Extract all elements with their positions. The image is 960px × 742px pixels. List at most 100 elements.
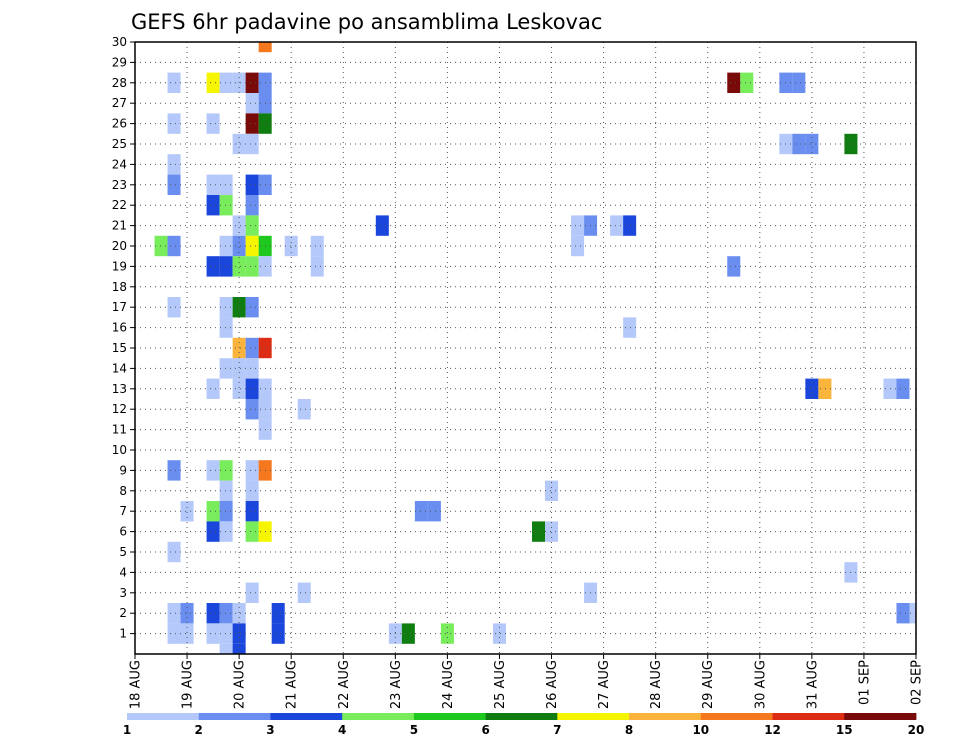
heatmap-cell (245, 93, 259, 114)
colorbar-label: 4 (338, 723, 346, 737)
heatmap-cell (571, 215, 585, 236)
heatmap-cell (545, 480, 559, 501)
colorbar-label: 7 (553, 723, 561, 737)
heatmap-cell (167, 623, 181, 644)
heatmap-cell (206, 113, 220, 134)
heatmap-cell (167, 603, 181, 624)
heatmap-cell (245, 174, 259, 195)
y-tick-label: 2 (119, 606, 127, 620)
heatmap-cell (440, 623, 454, 644)
heatmap-cell (206, 623, 220, 644)
heatmap-cell (245, 501, 259, 522)
y-tick-label: 14 (112, 361, 127, 375)
y-tick-label: 12 (112, 402, 127, 416)
chart-title: GEFS 6hr padavine po ansamblima Leskovac (131, 10, 602, 34)
heatmap-cell (896, 603, 910, 624)
heatmap-cell (167, 154, 181, 175)
x-tick-label: 27 AUG (597, 660, 612, 709)
y-tick-label: 8 (119, 484, 127, 498)
heatmap-cell (219, 501, 233, 522)
heatmap-cell (727, 256, 741, 277)
heatmap-cell (167, 174, 181, 195)
x-tick-label: 25 AUG (493, 660, 508, 709)
x-tick-label: 18 AUG (129, 660, 144, 709)
colorbar-label: 2 (195, 723, 203, 737)
y-tick-label: 30 (112, 35, 127, 49)
heatmap-cell (805, 133, 819, 155)
y-tick-label: 9 (119, 463, 127, 477)
heatmap-cell (219, 643, 233, 654)
heatmap-cell (167, 72, 181, 93)
colorbar-swatch (629, 713, 702, 720)
x-tick-label: 31 AUG (805, 660, 820, 709)
y-tick-label: 23 (112, 178, 127, 192)
heatmap-cell (232, 358, 246, 379)
heatmap-cell (818, 378, 832, 399)
heatmap-cell (219, 174, 233, 195)
colorbar-label: 10 (692, 723, 709, 737)
y-tick-label: 11 (112, 423, 127, 437)
heatmap-cell (206, 378, 220, 399)
y-axis-ticks: 1234567891011121314151617181920212223242… (112, 35, 135, 641)
heatmap-cell (167, 113, 181, 134)
heatmap-cell (245, 195, 259, 216)
x-tick-label: 01 SEP (857, 660, 872, 705)
y-tick-label: 25 (112, 137, 127, 151)
y-tick-label: 21 (112, 219, 127, 233)
heatmap-cell (180, 501, 194, 522)
heatmap-cell (167, 235, 181, 257)
colorbar-swatch (485, 713, 558, 720)
colorbar-label: 15 (836, 723, 853, 737)
colorbar-label: 6 (481, 723, 489, 737)
colorbar-label: 20 (908, 723, 925, 737)
colorbar-swatch (700, 713, 773, 720)
x-tick-label: 24 AUG (441, 660, 456, 709)
heatmap-cell (883, 378, 897, 399)
y-tick-label: 7 (119, 504, 127, 518)
x-tick-label: 28 AUG (649, 660, 664, 709)
x-tick-label: 29 AUG (701, 660, 716, 709)
x-tick-label: 02 SEP (910, 660, 925, 705)
heatmap-cell (310, 256, 324, 277)
y-tick-label: 26 (112, 117, 127, 131)
colorbar-swatch (127, 713, 200, 720)
heatmap-cell (792, 133, 806, 155)
heatmap-cell (297, 399, 311, 420)
heatmap-cell (206, 174, 220, 195)
heatmap-cell (219, 297, 233, 318)
dotted-grid (135, 42, 916, 654)
heatmap-cell (245, 113, 259, 134)
heatmap-cell (245, 72, 259, 93)
heatmap-cell (740, 72, 754, 93)
heatmap-cell (219, 521, 233, 542)
heatmap-cell (206, 603, 220, 624)
colorbar-swatch (772, 713, 845, 720)
colorbar-swatch (198, 713, 271, 720)
y-tick-label: 1 (119, 627, 127, 641)
heatmap-cells (154, 42, 916, 654)
y-tick-label: 17 (112, 300, 127, 314)
heatmap-cell (232, 643, 246, 654)
heatmap-cell (219, 256, 233, 277)
heatmap-cell (284, 235, 298, 257)
x-axis-ticks: 18 AUG 19 AUG 20 AUG 21 AUG 22 AUG 23 AUG 24 A… (129, 654, 925, 709)
y-tick-label: 22 (112, 198, 127, 212)
heatmap-cell (219, 235, 233, 257)
heatmap-cell (245, 337, 259, 359)
heatmap-cell (180, 623, 194, 644)
colorbar-swatch (844, 713, 917, 720)
heatmap-cell (232, 133, 246, 155)
heatmap-cell (271, 623, 285, 644)
heatmap-cell (245, 399, 259, 420)
heatmap-cell (232, 256, 246, 277)
x-tick-label: 30 AUG (753, 660, 768, 709)
y-tick-label: 15 (112, 341, 127, 355)
heatmap-cell (896, 378, 910, 399)
y-tick-label: 6 (119, 525, 127, 539)
heatmap-cell (180, 603, 194, 624)
y-tick-label: 3 (119, 586, 127, 600)
colorbar-label: 8 (625, 723, 633, 737)
heatmap-cell (245, 460, 259, 481)
y-tick-label: 5 (119, 545, 127, 559)
heatmap-cell (245, 235, 259, 257)
